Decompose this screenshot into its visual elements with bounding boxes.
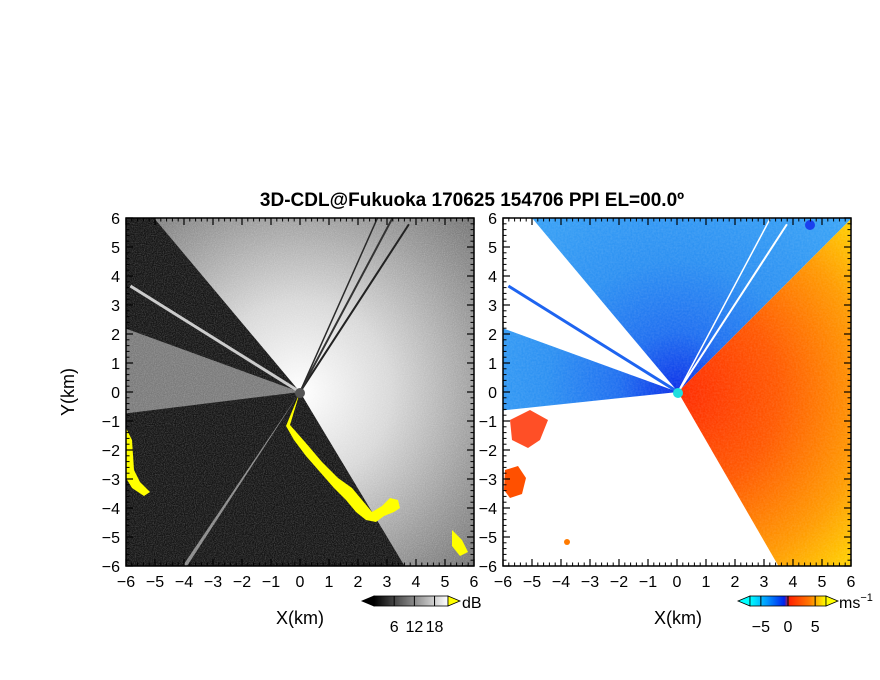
- x-tick-label: 5: [818, 574, 827, 591]
- colorbar-unit-label: dB: [462, 595, 482, 612]
- colorbar-unit-label: ms−1: [839, 592, 873, 612]
- x-tick-label: 6: [470, 574, 479, 591]
- velocity-beam-line: [677, 218, 772, 393]
- x-tick-label: −4: [175, 574, 193, 591]
- y-tick-label: 1: [111, 356, 120, 373]
- x-tick-label: 0: [673, 574, 682, 591]
- colorbar-over-arrow: [825, 595, 840, 607]
- x-tick-label: −6: [117, 574, 135, 591]
- reflectivity-beam-line: [129, 284, 301, 394]
- y-tick-label: −3: [479, 472, 497, 489]
- colorbar-gradient: [373, 595, 449, 607]
- y-tick-label: 2: [488, 327, 497, 344]
- reflectivity-beam-lines: [129, 218, 410, 394]
- velocity-beam-line: [507, 284, 679, 394]
- axes: −6 −5 −4 −3 −2 −1 0 1 2 3 4 5 66543210−1−2−3−4−5−6−6…: [102, 211, 856, 591]
- x-tick-label: 5: [441, 574, 450, 591]
- x-axis-label-right: X(km): [654, 608, 702, 628]
- colorbar-tick-label: 6: [390, 619, 399, 636]
- velocity-beam-line: [677, 223, 788, 393]
- velocity-patch-west-2: [510, 410, 548, 448]
- y-tick-label: 4: [488, 269, 497, 286]
- colorbar-over-arrow: [447, 595, 462, 607]
- x-tick-label: −4: [552, 574, 570, 591]
- y-tick-label: 3: [488, 298, 497, 315]
- x-tick-label: −1: [639, 574, 657, 591]
- y-tick-label: −3: [102, 472, 120, 489]
- radar-site-marker-left: [295, 388, 305, 398]
- reflectivity-saturated-edge: [286, 392, 400, 522]
- y-tick-label: 4: [111, 269, 120, 286]
- y-tick-label: 1: [488, 356, 497, 373]
- y-tick-label: 0: [111, 385, 120, 402]
- y-tick-label: −6: [102, 559, 120, 576]
- x-tick-label: −2: [610, 574, 628, 591]
- x-tick-label: −3: [581, 574, 599, 591]
- y-tick-label: −5: [479, 530, 497, 547]
- velocity-speck-north: [805, 220, 815, 230]
- x-tick-label: 3: [383, 574, 392, 591]
- x-tick-label: 3: [760, 574, 769, 591]
- y-tick-label: −6: [479, 559, 497, 576]
- y-tick-label: −4: [479, 501, 497, 518]
- x-tick-label: 2: [731, 574, 740, 591]
- x-tick-label: 1: [325, 574, 334, 591]
- x-tick-label: −6: [494, 574, 512, 591]
- reflectivity-beam-line: [299, 218, 394, 393]
- x-tick-label: −5: [523, 574, 541, 591]
- y-tick-label: −2: [102, 443, 120, 460]
- y-tick-label: 0: [488, 385, 497, 402]
- colorbar-under-arrow: [360, 595, 375, 607]
- x-tick-label: −1: [262, 574, 280, 591]
- colorbar-tick-label: 12: [405, 619, 423, 636]
- x-tick-label: 1: [702, 574, 711, 591]
- y-tick-label: 6: [488, 211, 497, 228]
- y-tick-label: 6: [111, 211, 120, 228]
- velocity-patch-west: [504, 466, 526, 498]
- colorbar-tick-label: 18: [426, 619, 444, 636]
- y-tick-label: 5: [488, 240, 497, 257]
- x-axis-label-left: X(km): [276, 608, 324, 628]
- y-tick-label: −4: [102, 501, 120, 518]
- x-tick-label: −2: [233, 574, 251, 591]
- chart-title: 3D-CDL@Fukuoka 170625 154706 PPI EL=00.0…: [260, 190, 684, 211]
- x-tick-label: −3: [204, 574, 222, 591]
- y-axis-label: Y(km): [58, 368, 78, 416]
- y-tick-label: 2: [111, 327, 120, 344]
- velocity-beam-lines: [507, 218, 788, 394]
- x-tick-label: 6: [847, 574, 856, 591]
- reflectivity-colorbar: dB 6 12 18: [360, 595, 482, 636]
- reflectivity-panel: [126, 218, 474, 566]
- y-tick-label: 5: [111, 240, 120, 257]
- colorbar-under-arrow: [736, 595, 751, 607]
- y-tick-label: −1: [479, 414, 497, 431]
- reflectivity-beam-line: [299, 218, 379, 393]
- x-tick-label: 0: [296, 574, 305, 591]
- y-tick-label: −1: [102, 414, 120, 431]
- velocity-speck: [564, 539, 570, 545]
- velocity-colorbar: ms−1 −5 0 5: [736, 592, 873, 636]
- x-tick-label: 2: [354, 574, 363, 591]
- colorbar-tick-label: 0: [784, 619, 793, 636]
- x-tick-label: 4: [412, 574, 421, 591]
- y-tick-label: 3: [111, 298, 120, 315]
- y-tick-label: −2: [479, 443, 497, 460]
- colorbar-tick-label: 5: [811, 619, 820, 636]
- reflectivity-beam-line: [299, 223, 410, 393]
- reflectivity-saturated-patch-southeast: [452, 530, 468, 556]
- x-tick-label: −5: [146, 574, 164, 591]
- x-tick-label: 4: [789, 574, 798, 591]
- colorbar-tick-label: −5: [752, 619, 770, 636]
- velocity-panel: [503, 218, 851, 566]
- radar-site-marker-right: [673, 388, 683, 398]
- y-tick-label: −5: [102, 530, 120, 547]
